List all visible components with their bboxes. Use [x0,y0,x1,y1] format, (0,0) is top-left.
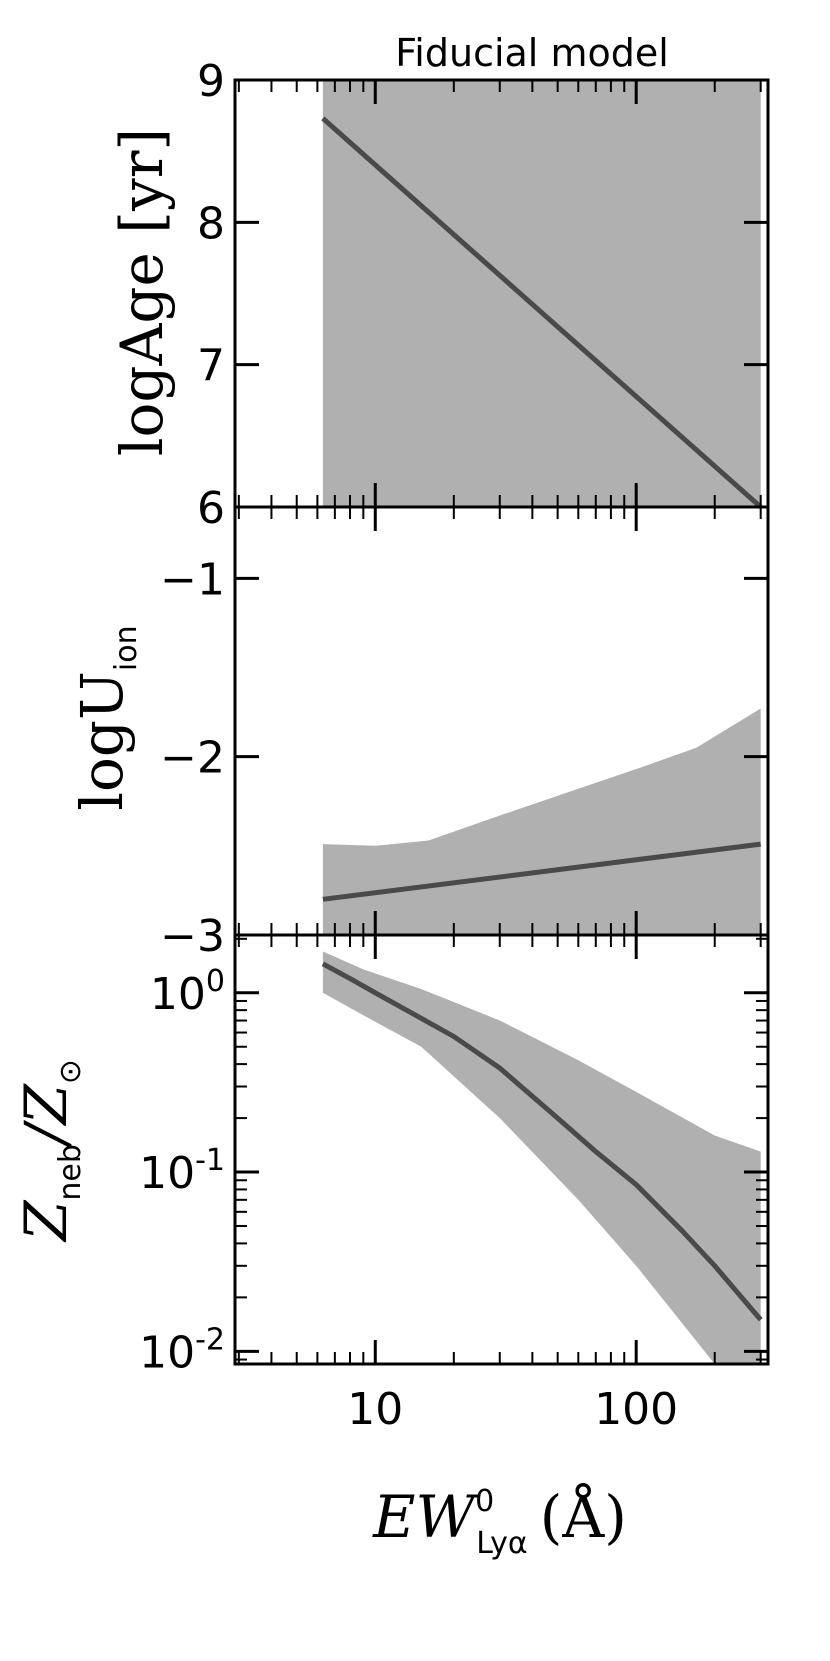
age-band-area [322,80,761,507]
zneb-y-tick-label: 10-1 [139,1143,225,1199]
x-tick-label: 10 [347,1384,403,1435]
age-x-ticks [237,80,762,507]
age-y-ticks: 6 7 8 9 [197,56,768,534]
uion-y-tick-label: −2 [160,733,225,784]
zneb-series-line [321,961,763,1322]
zneb-y-tick-label: 100 [150,964,225,1020]
age-y-tick-label: 6 [197,483,225,534]
zneb-x-ticks [237,935,762,1364]
uion-series-0 [322,841,762,902]
zneb-uncertainty-band [322,951,761,1364]
x-tick-label: 100 [594,1384,678,1435]
uion-uncertainty-band [322,708,761,935]
age-y-axis-label: logAge [yr] [108,128,176,456]
x-axis-label: EW0 Lyα (Å) [372,1483,627,1561]
age-series-0 [321,116,763,509]
uion-y-tick-label: −1 [160,554,225,605]
uion-y-axis-label: logUion [68,625,144,810]
uion-series-line [322,841,762,902]
age-y-tick-label: 7 [197,341,225,392]
x-tick-labels: 10 100 [347,1384,678,1435]
uion-y-ticks: −3 −2 −1 [160,554,768,962]
age-uncertainty-band [322,80,761,507]
panel-log-age: 6 7 8 9 [197,56,770,534]
age-series-line [321,116,763,509]
panel-zneb: 10-2 10-1 100 [139,933,770,1378]
zneb-y-ticks: 10-2 10-1 100 [139,937,768,1378]
panel-log-uion: −3 −2 −1 [160,505,770,962]
zneb-panel-frame [233,933,770,1366]
uion-band-area [322,708,761,935]
zneb-band-area [322,951,761,1364]
chart-title: Fiducial model [395,31,669,75]
zneb-y-axis-label: Zneb/Z⊙ [12,1059,88,1243]
age-y-tick-label: 8 [197,198,225,249]
age-y-tick-label: 9 [197,56,225,107]
uion-x-ticks [237,507,762,935]
zneb-y-tick-label: 10-2 [139,1322,225,1378]
uion-y-tick-label: −3 [160,911,225,962]
zneb-series-0 [321,961,763,1322]
